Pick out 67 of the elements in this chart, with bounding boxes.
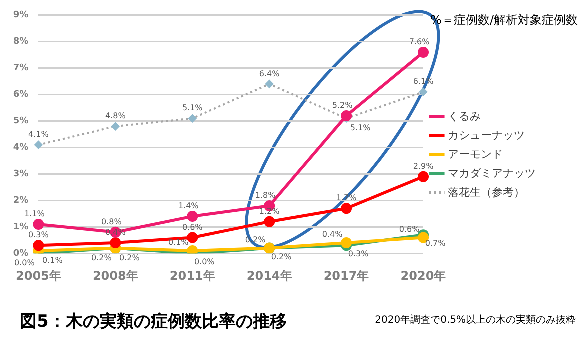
y-tick-label: 8% xyxy=(13,37,29,48)
point xyxy=(110,238,122,249)
data-label: 2.9% xyxy=(413,162,434,171)
data-label: 1.8% xyxy=(255,191,276,200)
point xyxy=(187,245,198,254)
y-tick-label: 6% xyxy=(13,90,29,100)
y-tick-label: 1% xyxy=(13,222,29,232)
data-label: 0.0% xyxy=(14,258,36,268)
point xyxy=(187,232,198,244)
data-label: 5.1% xyxy=(350,124,372,133)
legend-label: カシューナッツ xyxy=(448,128,525,142)
data-label: 1.1% xyxy=(24,210,46,219)
point xyxy=(34,141,43,150)
data-label: 4.8% xyxy=(105,112,126,121)
data-label: 4.1% xyxy=(28,130,50,140)
data-label: 1.7% xyxy=(336,194,358,203)
y-tick-label: 3% xyxy=(13,170,29,180)
point xyxy=(418,46,429,58)
point xyxy=(187,211,198,222)
point xyxy=(112,122,120,131)
point xyxy=(341,238,352,249)
data-label: 0.2% xyxy=(119,253,140,262)
data-label: 6.4% xyxy=(259,69,280,78)
y-tick-label: 0% xyxy=(13,248,29,259)
x-tick-label: 2011年 xyxy=(170,268,216,283)
x-tick-label: 2017年 xyxy=(324,268,370,283)
point xyxy=(188,114,197,123)
y-tick-label: 2% xyxy=(13,196,29,206)
data-label: 0.2% xyxy=(91,253,112,262)
data-label: 0.6% xyxy=(399,224,420,234)
data-label: 0.8% xyxy=(101,218,122,227)
x-tick-label: 2005年 xyxy=(16,268,62,283)
data-label: 0.4% xyxy=(105,228,126,238)
y-tick-label: 9% xyxy=(13,10,29,21)
data-label: 0.0% xyxy=(194,258,216,267)
point xyxy=(33,218,44,230)
text: 2020年調査で0.5%以上の木の実類のみ抜粋 xyxy=(375,314,576,327)
text: 図5：木の実類の症例数比率の推移 xyxy=(20,311,287,333)
data-label: 1.4% xyxy=(178,202,200,211)
point xyxy=(264,216,276,228)
data-label: 0.2% xyxy=(271,252,292,262)
data-label: 0.3% xyxy=(28,230,50,240)
x-tick-label: 2020年 xyxy=(400,268,446,283)
legend-label: マカダミアナッツ xyxy=(448,166,536,180)
data-label: 0.1% xyxy=(42,256,64,266)
legend-label: くるみ xyxy=(448,110,481,123)
x-tick-label: 2008年 xyxy=(92,268,138,283)
data-label: 0.1% xyxy=(168,238,190,248)
data-label: 0.7% xyxy=(425,239,446,248)
point xyxy=(341,203,352,214)
data-label: 1.2% xyxy=(259,206,280,216)
data-label: 5.1% xyxy=(182,104,204,113)
point xyxy=(341,110,352,122)
data-label: 7.6% xyxy=(409,38,430,47)
point xyxy=(418,171,429,182)
data-label: 5.2% xyxy=(332,101,354,110)
legend-label: アーモンド xyxy=(448,148,503,161)
data-label: 0.3% xyxy=(348,250,370,259)
y-tick-label: 4% xyxy=(13,143,29,154)
y-tick-label: 5% xyxy=(13,116,29,127)
data-label: 0.4% xyxy=(322,230,344,240)
y-tick-label: 7% xyxy=(13,64,29,74)
data-label: 0.6% xyxy=(182,222,204,232)
point xyxy=(420,88,428,96)
x-tick-label: 2014年 xyxy=(246,268,292,283)
point xyxy=(266,80,274,88)
legend-label: 落花生（参考） xyxy=(448,186,525,199)
